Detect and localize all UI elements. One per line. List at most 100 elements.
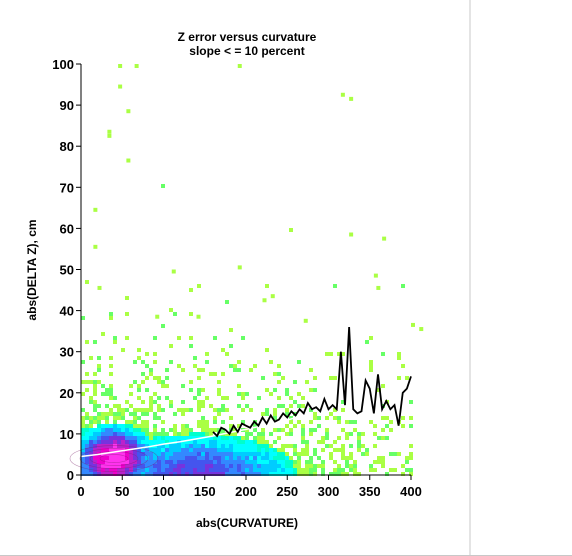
density-cell <box>209 452 213 456</box>
density-cell <box>317 464 321 468</box>
density-cell <box>205 460 209 464</box>
density-cell <box>105 428 109 432</box>
density-cell <box>105 456 109 460</box>
density-cell <box>273 472 277 476</box>
density-cell <box>313 376 317 380</box>
density-cell <box>85 280 89 284</box>
density-cell <box>81 460 85 464</box>
density-cell <box>233 460 237 464</box>
density-cell <box>93 432 97 436</box>
density-cell <box>225 396 229 400</box>
density-cell <box>189 468 193 472</box>
density-cell <box>273 440 277 444</box>
density-cell <box>201 388 205 392</box>
density-cell <box>177 448 181 452</box>
density-cell <box>181 472 185 476</box>
density-cell <box>113 452 117 456</box>
density-cell <box>177 336 181 340</box>
density-cell <box>149 452 153 456</box>
density-cell <box>409 452 413 456</box>
density-cell <box>157 416 161 420</box>
density-cell <box>241 396 245 400</box>
density-cell <box>129 392 133 396</box>
density-cell <box>97 432 101 436</box>
density-cell <box>277 372 281 376</box>
density-cell <box>134 64 139 68</box>
density-cell <box>201 460 205 464</box>
density-cell <box>257 472 261 476</box>
density-cell <box>405 460 409 464</box>
density-cell <box>349 444 353 448</box>
density-cell <box>289 428 293 432</box>
density-cell <box>145 440 149 444</box>
density-cell <box>349 456 353 460</box>
density-cell <box>229 464 233 468</box>
density-cell <box>337 416 341 420</box>
density-cell <box>337 436 341 440</box>
density-cell <box>121 412 125 416</box>
density-cell <box>141 444 145 448</box>
density-cell <box>85 460 89 464</box>
density-cell <box>313 388 317 392</box>
density-cell <box>141 456 145 460</box>
density-cell <box>189 456 193 460</box>
density-cell <box>273 372 277 376</box>
density-cell <box>113 468 117 472</box>
density-cell <box>397 356 401 360</box>
density-cell <box>173 412 177 416</box>
density-cell <box>217 440 221 444</box>
density-cell <box>209 404 213 408</box>
density-cell <box>161 448 165 452</box>
density-cell <box>93 244 98 249</box>
density-cell <box>289 464 293 468</box>
density-cell <box>277 464 281 468</box>
density-cell <box>361 432 365 436</box>
density-cell <box>225 436 229 440</box>
density-cell <box>165 440 169 444</box>
density-cell <box>209 448 213 452</box>
density-cell <box>189 444 193 448</box>
density-cell <box>113 432 117 436</box>
density-cell <box>237 440 241 444</box>
density-cell <box>397 452 401 456</box>
density-cell <box>385 436 389 440</box>
density-cell <box>281 468 285 472</box>
density-cell <box>169 308 173 312</box>
density-cell <box>297 420 301 424</box>
density-cell <box>249 464 253 468</box>
density-cell <box>161 456 165 460</box>
density-cell <box>221 372 225 376</box>
density-cell <box>329 376 333 380</box>
density-cell <box>173 312 177 316</box>
density-cell <box>109 412 113 416</box>
density-cell <box>201 456 205 460</box>
density-cell <box>105 388 109 392</box>
density-cell <box>221 396 225 400</box>
density-cell <box>133 380 137 384</box>
density-cell <box>225 464 229 468</box>
density-cell <box>105 416 109 420</box>
density-cell <box>205 472 209 476</box>
density-cell <box>129 404 133 408</box>
density-cell <box>173 432 177 436</box>
density-cell <box>229 364 233 368</box>
density-cell <box>301 472 305 476</box>
density-cell <box>129 412 133 416</box>
density-cell <box>129 440 133 444</box>
density-cell <box>89 472 93 476</box>
density-cell <box>133 432 137 436</box>
density-cell <box>157 436 161 440</box>
density-cell <box>349 420 353 424</box>
density-cell <box>189 312 193 316</box>
density-cell <box>145 408 149 412</box>
density-cell <box>277 436 281 440</box>
density-cell <box>117 444 121 448</box>
density-cell <box>133 428 137 432</box>
density-cell <box>153 336 157 340</box>
density-cell <box>117 428 121 432</box>
density-cell <box>277 472 281 476</box>
density-cell <box>141 436 145 440</box>
density-cell <box>133 436 137 440</box>
density-cell <box>173 472 177 476</box>
